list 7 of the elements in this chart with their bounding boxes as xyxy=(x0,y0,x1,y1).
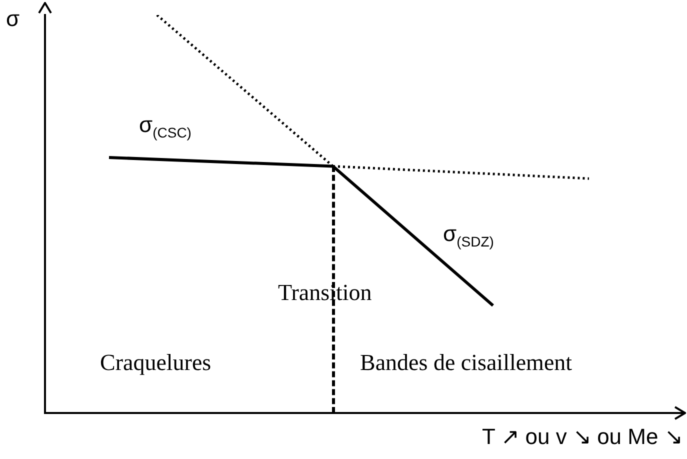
annotation: Bandes de cisaillement xyxy=(360,350,572,376)
series-label: σ$_{(SDZ)}$ xyxy=(443,220,494,250)
y-axis-title: σ xyxy=(6,6,20,32)
series-label: σ$_{(CSC)}$ xyxy=(139,112,192,141)
x-axis-title: T ↗ ou v ↘ ou Me ↘ xyxy=(482,424,682,450)
annotation: Transition xyxy=(278,280,372,306)
annotation: Craquelures xyxy=(100,350,212,376)
